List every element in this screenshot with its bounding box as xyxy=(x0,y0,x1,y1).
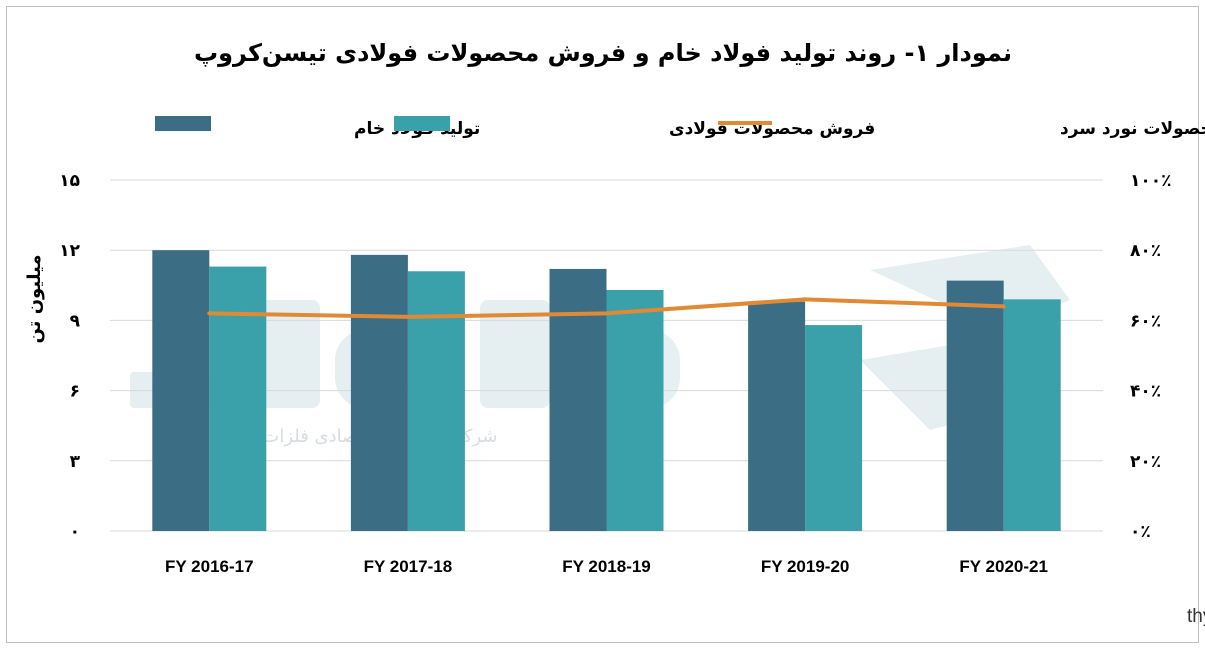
bar-steel-sales xyxy=(1003,299,1061,531)
bar-crude-steel xyxy=(549,268,607,531)
y2-tick-label: ۶۰٪ xyxy=(1130,311,1161,331)
line-series xyxy=(207,297,1006,319)
source-note: منبع: thyssenkrupp xyxy=(1187,606,1205,627)
legend-swatch-1 xyxy=(394,116,450,131)
y2-tick-label: ۸۰٪ xyxy=(1130,241,1161,261)
y2-tick-label: ۱۰۰٪ xyxy=(1130,171,1172,191)
line-point xyxy=(803,297,808,302)
legend-swatch-0 xyxy=(155,116,211,131)
x-tick-label: FY 2019-20 xyxy=(761,557,850,576)
legend-label-cold-rolled-share: سهم فروش محصولات نورد سرد xyxy=(1060,119,1205,139)
x-tick-label: FY 2018-19 xyxy=(562,557,651,576)
x-tick-label: FY 2016-17 xyxy=(165,557,254,576)
line-point xyxy=(207,311,212,316)
y-tick-label: ۳ xyxy=(70,452,81,472)
y-tick-label: ۱۲ xyxy=(59,241,80,261)
bar-crude-steel xyxy=(350,254,408,531)
legend-item-cold-rolled-share: سهم فروش محصولات نورد سرد xyxy=(718,119,1205,139)
legend: تولید فولاد خام فروش محصولات فولادی سهم … xyxy=(155,116,1205,139)
x-tick-label: FY 2020-21 xyxy=(959,557,1048,576)
line-point xyxy=(1001,304,1006,309)
chart-title: نمودار ۱- روند تولید فولاد خام و فروش مح… xyxy=(194,39,1012,67)
bar-crude-steel xyxy=(946,280,1004,531)
line-point xyxy=(604,311,609,316)
x-axis-ticks: FY 2016-17 FY 2017-18 FY 2018-19 FY 2019-20… xyxy=(165,557,1048,576)
y2-tick-label: ۲۰٪ xyxy=(1130,452,1161,472)
bar-steel-sales xyxy=(209,266,267,531)
y-tick-label: ۰ xyxy=(70,522,80,542)
x-tick-label: FY 2017-18 xyxy=(364,557,453,576)
bar-series xyxy=(152,250,1061,531)
bar-steel-sales xyxy=(606,289,664,531)
bar-crude-steel xyxy=(152,250,210,531)
y-axis-ticks: ۰ ۳ ۶ ۹ ۱۲ ۱۵ xyxy=(59,171,80,542)
y2-tick-label: ۴۰٪ xyxy=(1130,382,1161,402)
y2-tick-label: ۰٪ xyxy=(1130,522,1151,542)
y2-axis-ticks: ۰٪ ۲۰٪ ۴۰٪ ۶۰٪ ۸۰٪ ۱۰۰٪ xyxy=(1130,171,1172,542)
bar-crude-steel xyxy=(748,301,806,531)
bar-steel-sales xyxy=(407,271,465,531)
y-tick-label: ۹ xyxy=(70,311,81,331)
bar-steel-sales xyxy=(805,325,863,531)
y-axis-label: میلیون تن xyxy=(24,254,45,343)
line-point xyxy=(405,314,410,319)
y-tick-label: ۱۵ xyxy=(59,171,80,191)
y-tick-label: ۶ xyxy=(70,382,80,402)
chart-frame xyxy=(6,6,1199,643)
legend-label-steel-sales: فروش محصولات فولادی xyxy=(669,119,875,139)
